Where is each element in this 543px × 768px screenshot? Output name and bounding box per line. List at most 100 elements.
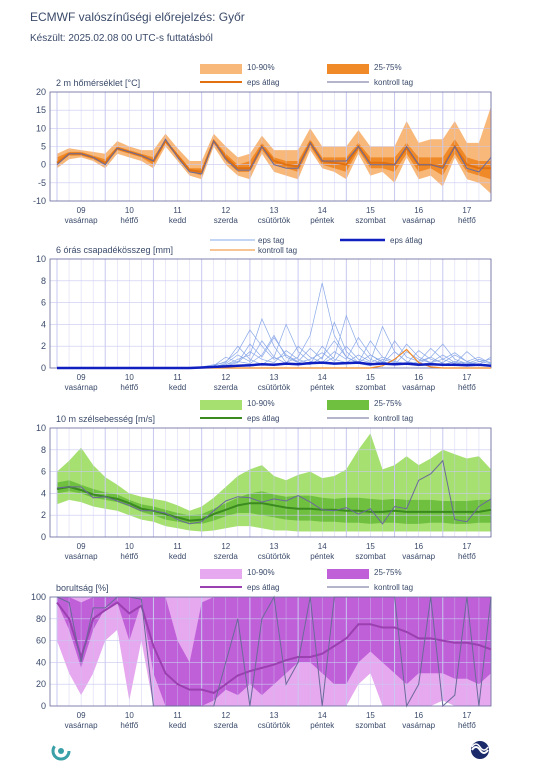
control-line (56, 459, 492, 525)
x-day-name: péntek (310, 383, 335, 392)
x-day-number: 17 (462, 711, 471, 720)
x-day-name: vasárnap (65, 383, 98, 392)
x-day-name: csütörtök (258, 383, 291, 392)
x-day-number: 11 (173, 373, 182, 382)
y-tick-label: -10 (33, 196, 46, 206)
legend-swatch-inner (327, 400, 369, 410)
x-day-number: 12 (221, 711, 230, 720)
x-day-name: hétfő (458, 552, 476, 561)
ecmwf-logo-icon (471, 741, 489, 759)
x-day-name: szerda (214, 721, 239, 730)
x-day-name: vasárnap (65, 552, 98, 561)
y-tick-label: 10 (36, 254, 46, 264)
x-day-number: 16 (414, 206, 423, 215)
omsz-logo-icon (51, 741, 71, 761)
y-tick-label: 20 (36, 679, 46, 689)
x-day-number: 12 (221, 373, 230, 382)
x-day-number: 10 (125, 542, 134, 551)
panel-wind (49, 400, 492, 538)
y-tick-label: 2 (41, 341, 46, 351)
y-tick-label: 6 (41, 298, 46, 308)
plot-frame (49, 258, 492, 369)
x-day-name: szombat (355, 721, 386, 730)
x-day-number: 15 (366, 711, 375, 720)
panel-title-cloud: borultság [%] (56, 583, 109, 593)
y-tick-label: 80 (36, 614, 46, 624)
panel-title-precip: 6 órás csapadékösszeg [mm] (56, 245, 173, 255)
x-day-name: vasárnap (402, 216, 435, 225)
legend-band-outer: 10-90% (247, 568, 275, 577)
panel-cloud (49, 569, 492, 708)
x-day-name: vasárnap (65, 721, 98, 730)
y-tick-label: 8 (41, 276, 46, 286)
legend-members: eps tag (258, 236, 284, 245)
legend-band-outer: 10-90% (247, 63, 275, 72)
x-day-number: 10 (125, 206, 134, 215)
mean-line (56, 485, 492, 522)
y-tick-label: 4 (41, 319, 46, 329)
x-day-name: szerda (214, 552, 239, 561)
plot-frame (49, 427, 492, 538)
panel-precip (49, 238, 492, 370)
x-day-number: 13 (270, 206, 279, 215)
x-day-name: szombat (355, 552, 386, 561)
y-tick-label: 10 (36, 123, 46, 133)
x-day-number: 11 (173, 711, 182, 720)
page-title: ECMWF valószínűségi előrejelzés: Győr (30, 10, 245, 24)
x-day-number: 13 (270, 711, 279, 720)
panel-title-wind: 10 m szélsebesség [m/s] (56, 414, 155, 424)
x-day-name: hétfő (458, 721, 476, 730)
x-day-name: kedd (169, 216, 186, 225)
y-tick-label: 6 (41, 467, 46, 477)
panel-title-temp: 2 m hőmérséklet [°C] (56, 78, 140, 88)
x-day-number: 16 (414, 711, 423, 720)
x-day-name: hétfő (120, 552, 138, 561)
x-day-name: kedd (169, 383, 186, 392)
y-tick-label: 15 (36, 105, 46, 115)
x-day-number: 14 (318, 711, 327, 720)
x-day-name: szombat (355, 383, 386, 392)
x-day-name: péntek (310, 216, 335, 225)
x-day-number: 15 (366, 206, 375, 215)
legend-band-inner: 25-75% (374, 63, 402, 72)
x-day-number: 09 (77, 373, 86, 382)
y-tick-label: 4 (41, 488, 46, 498)
x-day-name: vasárnap (402, 721, 435, 730)
y-tick-label: 60 (36, 636, 46, 646)
x-day-name: hétfő (120, 721, 138, 730)
legend-swatch-outer (200, 64, 242, 74)
x-day-number: 11 (173, 542, 182, 551)
x-day-number: 16 (414, 373, 423, 382)
mean-line (57, 361, 492, 370)
legend-swatch-outer (200, 400, 242, 410)
page-subtitle: Készült: 2025.02.08 00 UTC-s futtatásból (30, 33, 213, 44)
x-day-name: vasárnap (402, 383, 435, 392)
x-day-number: 17 (462, 542, 471, 551)
x-day-number: 14 (318, 373, 327, 382)
panel-temp (49, 64, 492, 202)
mean-line (56, 601, 492, 694)
x-day-number: 14 (318, 206, 327, 215)
plot-frame (49, 91, 492, 202)
x-day-number: 12 (221, 206, 230, 215)
legend-control: kontroll tag (374, 583, 413, 592)
x-day-name: hétfő (458, 383, 476, 392)
y-tick-label: 100 (31, 592, 46, 602)
plot-frame (49, 596, 492, 707)
legend-mean: eps átlag (247, 414, 279, 423)
control-line (56, 595, 492, 708)
legend-mean: eps átlag (247, 583, 279, 592)
y-tick-label: 10 (36, 423, 46, 433)
y-tick-label: 0 (41, 701, 46, 711)
x-day-name: hétfő (120, 383, 138, 392)
x-day-number: 16 (414, 542, 423, 551)
legend-control: kontroll tag (374, 414, 413, 423)
x-day-name: szerda (214, 216, 239, 225)
legend-swatch-outer (200, 569, 242, 579)
x-day-name: péntek (310, 552, 335, 561)
x-day-number: 17 (462, 206, 471, 215)
x-day-number: 13 (270, 542, 279, 551)
x-day-number: 10 (125, 373, 134, 382)
x-day-name: szerda (214, 383, 239, 392)
